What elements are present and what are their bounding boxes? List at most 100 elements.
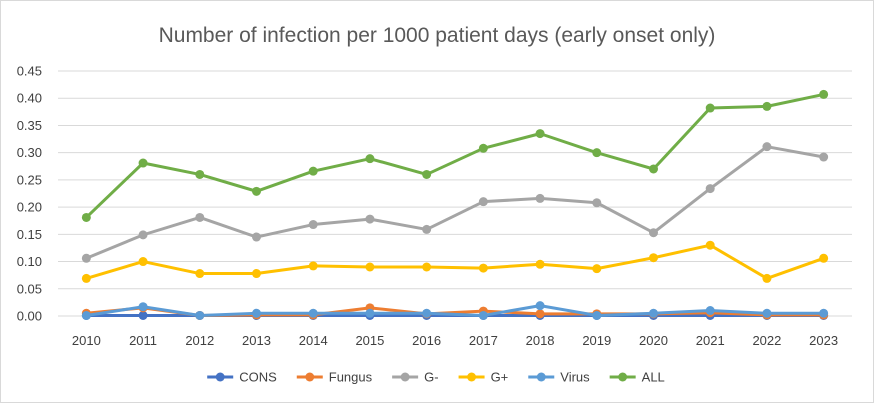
data-point	[138, 158, 148, 168]
data-point	[819, 152, 829, 162]
data-point	[81, 273, 91, 283]
legend-label: G-	[424, 370, 438, 385]
data-point	[819, 253, 829, 263]
legend-label: ALL	[642, 370, 665, 385]
x-tick-label: 2011	[129, 333, 157, 348]
data-point	[535, 301, 545, 311]
data-point	[308, 220, 318, 230]
x-tick-label: 2023	[809, 333, 838, 348]
data-point	[649, 308, 658, 318]
data-point	[762, 142, 772, 152]
y-tick-label: 0.45	[17, 64, 42, 79]
series-lines	[81, 89, 829, 320]
x-tick-label: 2019	[582, 333, 611, 348]
chart-title: Number of infection per 1000 patient day…	[159, 24, 716, 47]
y-tick-label: 0.35	[17, 118, 42, 133]
y-axis-ticks: 0.00 0.05 0.10 0.15 0.20 0.25 0.30 0.35 0.40 0.45	[17, 64, 42, 324]
data-point	[252, 269, 261, 279]
legend-entry: G-	[392, 370, 439, 385]
data-point	[138, 302, 148, 312]
data-point	[592, 148, 602, 158]
data-point	[422, 224, 432, 234]
y-tick-label: 0.25	[17, 172, 42, 187]
x-tick-label: 2017	[469, 333, 498, 348]
legend-entry: CONS	[207, 370, 277, 385]
y-tick-label: 0.10	[17, 254, 42, 269]
legend-label: G+	[491, 370, 509, 385]
data-point	[705, 103, 715, 113]
x-tick-label: 2013	[242, 333, 271, 348]
data-point	[592, 264, 602, 274]
data-point	[308, 261, 318, 271]
data-point	[422, 262, 432, 272]
data-point	[762, 273, 772, 283]
data-point	[705, 240, 715, 250]
legend-swatch-marker	[467, 372, 477, 382]
x-tick-label: 2012	[185, 333, 214, 348]
data-point	[365, 308, 375, 318]
series-g-	[81, 142, 829, 263]
x-tick-label: 2022	[752, 333, 781, 348]
data-point	[422, 169, 432, 179]
data-point	[365, 214, 375, 224]
data-point	[535, 193, 545, 203]
y-tick-label: 0.15	[17, 227, 42, 242]
legend-swatch-marker	[536, 372, 546, 382]
x-tick-label: 2010	[72, 333, 101, 348]
legend-entry: Fungus	[296, 370, 373, 385]
data-point	[478, 263, 488, 273]
legend-entry: ALL	[609, 370, 665, 385]
data-point	[365, 262, 375, 272]
series-line	[86, 304, 824, 317]
legend-entry: G+	[458, 370, 509, 385]
x-tick-label: 2018	[526, 333, 555, 348]
data-point	[705, 184, 715, 194]
legend-label: Virus	[560, 370, 590, 385]
data-point	[308, 308, 318, 318]
legend-label: CONS	[239, 370, 277, 385]
data-point	[365, 154, 375, 164]
data-point	[649, 253, 658, 263]
data-point	[138, 257, 148, 267]
y-tick-label: 0.05	[17, 281, 42, 296]
data-point	[535, 309, 545, 319]
data-point	[592, 198, 602, 208]
y-tick-label: 0.00	[17, 309, 42, 324]
data-point	[195, 269, 205, 279]
y-tick-label: 0.20	[17, 200, 42, 215]
y-tick-label: 0.40	[17, 91, 42, 106]
data-point	[762, 101, 772, 111]
data-point	[705, 306, 715, 316]
data-point	[308, 166, 318, 176]
data-point	[535, 259, 545, 269]
legend: CONS Fungus G- G+ Virus ALL	[207, 370, 665, 385]
data-point	[252, 308, 261, 318]
x-tick-label: 2015	[355, 333, 384, 348]
x-axis-ticks: 2010 2011 2012 2013 2014 2015 2016 2017 2018 2019…	[72, 333, 838, 348]
series-line	[85, 243, 825, 280]
legend-entry: Virus	[528, 370, 590, 385]
legend-swatch-marker	[215, 372, 225, 382]
data-point	[195, 310, 205, 320]
data-point	[195, 212, 205, 222]
data-point	[138, 230, 148, 240]
y-tick-label: 0.30	[17, 145, 42, 160]
series-all	[81, 89, 829, 222]
legend-swatch-marker	[618, 372, 628, 382]
data-point	[478, 143, 488, 153]
data-point	[252, 186, 261, 196]
legend-swatch-marker	[400, 372, 410, 382]
data-point	[422, 308, 432, 318]
data-point	[649, 228, 658, 238]
data-point	[592, 310, 602, 320]
data-point	[649, 164, 658, 174]
x-tick-label: 2021	[696, 333, 725, 348]
data-point	[819, 308, 829, 318]
data-point	[478, 197, 488, 207]
legend-label: Fungus	[329, 370, 373, 385]
series-g-	[81, 240, 829, 283]
data-point	[819, 89, 829, 99]
data-point	[81, 212, 91, 222]
